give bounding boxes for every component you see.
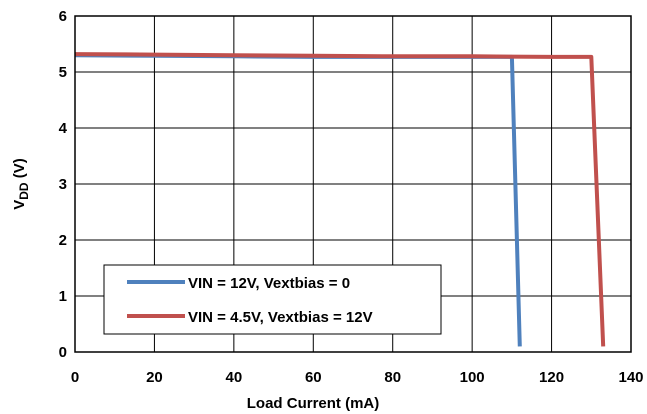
- plot-area-frame: [74, 15, 632, 353]
- y-tick-label: 0: [59, 344, 67, 361]
- y-tick-label: 2: [59, 232, 67, 249]
- y-axis-title-subscript: DD: [17, 182, 31, 200]
- y-tick-labels: 0 1 2 3 4 5 6: [59, 8, 68, 361]
- x-tick-label: 0: [71, 369, 79, 386]
- x-tick-labels: 0 20 40 60 80 100 120 140: [71, 369, 644, 386]
- x-tick-label: 140: [618, 369, 643, 386]
- y-axis-title: VDD (V): [11, 158, 31, 210]
- x-tick-label: 20: [146, 369, 163, 386]
- x-tick-label: 100: [460, 369, 485, 386]
- x-tick-label: 120: [539, 369, 564, 386]
- series-lines: [74, 52, 606, 347]
- y-tick-label: 1: [59, 288, 67, 305]
- series-line-2: [74, 52, 606, 347]
- y-tick-label: 3: [59, 176, 67, 193]
- legend: VIN = 12V, Vextbias = 0 VIN = 4.5V, Vext…: [103, 264, 442, 335]
- legend-label-series-1: VIN = 12V, Vextbias = 0: [188, 275, 350, 292]
- y-axis-title-unit: (V): [11, 158, 28, 182]
- legend-label-series-2: VIN = 4.5V, Vextbias = 12V: [188, 309, 373, 326]
- x-axis-title: Load Current (mA): [247, 395, 380, 412]
- legend-box: [103, 264, 442, 335]
- grid-lines: [74, 15, 632, 353]
- y-axis-title-main: V: [11, 200, 28, 210]
- x-tick-label: 80: [384, 369, 401, 386]
- x-tick-label: 40: [226, 369, 243, 386]
- y-tick-label: 5: [59, 64, 67, 81]
- y-tick-label: 6: [59, 8, 67, 25]
- y-tick-label: 4: [59, 120, 68, 137]
- x-tick-label: 60: [305, 369, 322, 386]
